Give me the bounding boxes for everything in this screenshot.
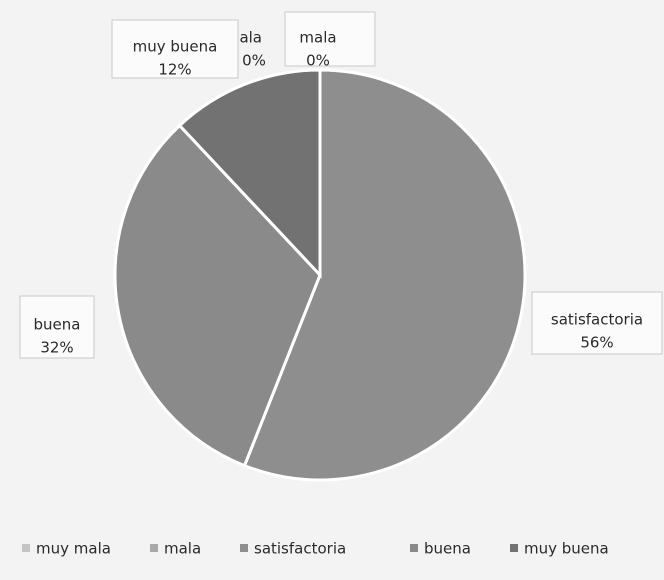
label-value: 32% [40, 339, 73, 357]
legend-label: mala [164, 540, 201, 558]
label-category: mala [299, 29, 336, 47]
pie-slice [113, 123, 322, 468]
label-box [19, 295, 95, 359]
legend-swatch [150, 544, 158, 552]
label-category: satisfactoria [551, 311, 643, 329]
data-label: satisfactoria 56% [531, 291, 663, 355]
label-value: 0% [242, 52, 266, 70]
legend-label: muy buena [524, 540, 609, 558]
legend-swatch [240, 544, 248, 552]
label-value: 56% [580, 334, 613, 352]
legend-label: muy mala [36, 540, 111, 558]
data-label: mala 0% [284, 11, 376, 70]
legend-swatch [510, 544, 518, 552]
label-box [531, 291, 663, 355]
label-value: 0% [306, 52, 330, 70]
label-value: 12% [158, 61, 191, 79]
label-box [111, 19, 239, 79]
data-label: muy buena 12% [111, 19, 239, 79]
legend-label: buena [424, 540, 471, 558]
legend-swatch [22, 544, 30, 552]
label-category: buena [34, 316, 81, 334]
legend-label: satisfactoria [254, 540, 346, 558]
pie-slice [242, 68, 527, 482]
pie-slice [177, 68, 322, 279]
label-category: muy buena [133, 38, 218, 56]
data-label: buena 32% [19, 295, 95, 359]
label-box [284, 11, 376, 67]
legend-swatch [410, 544, 418, 552]
